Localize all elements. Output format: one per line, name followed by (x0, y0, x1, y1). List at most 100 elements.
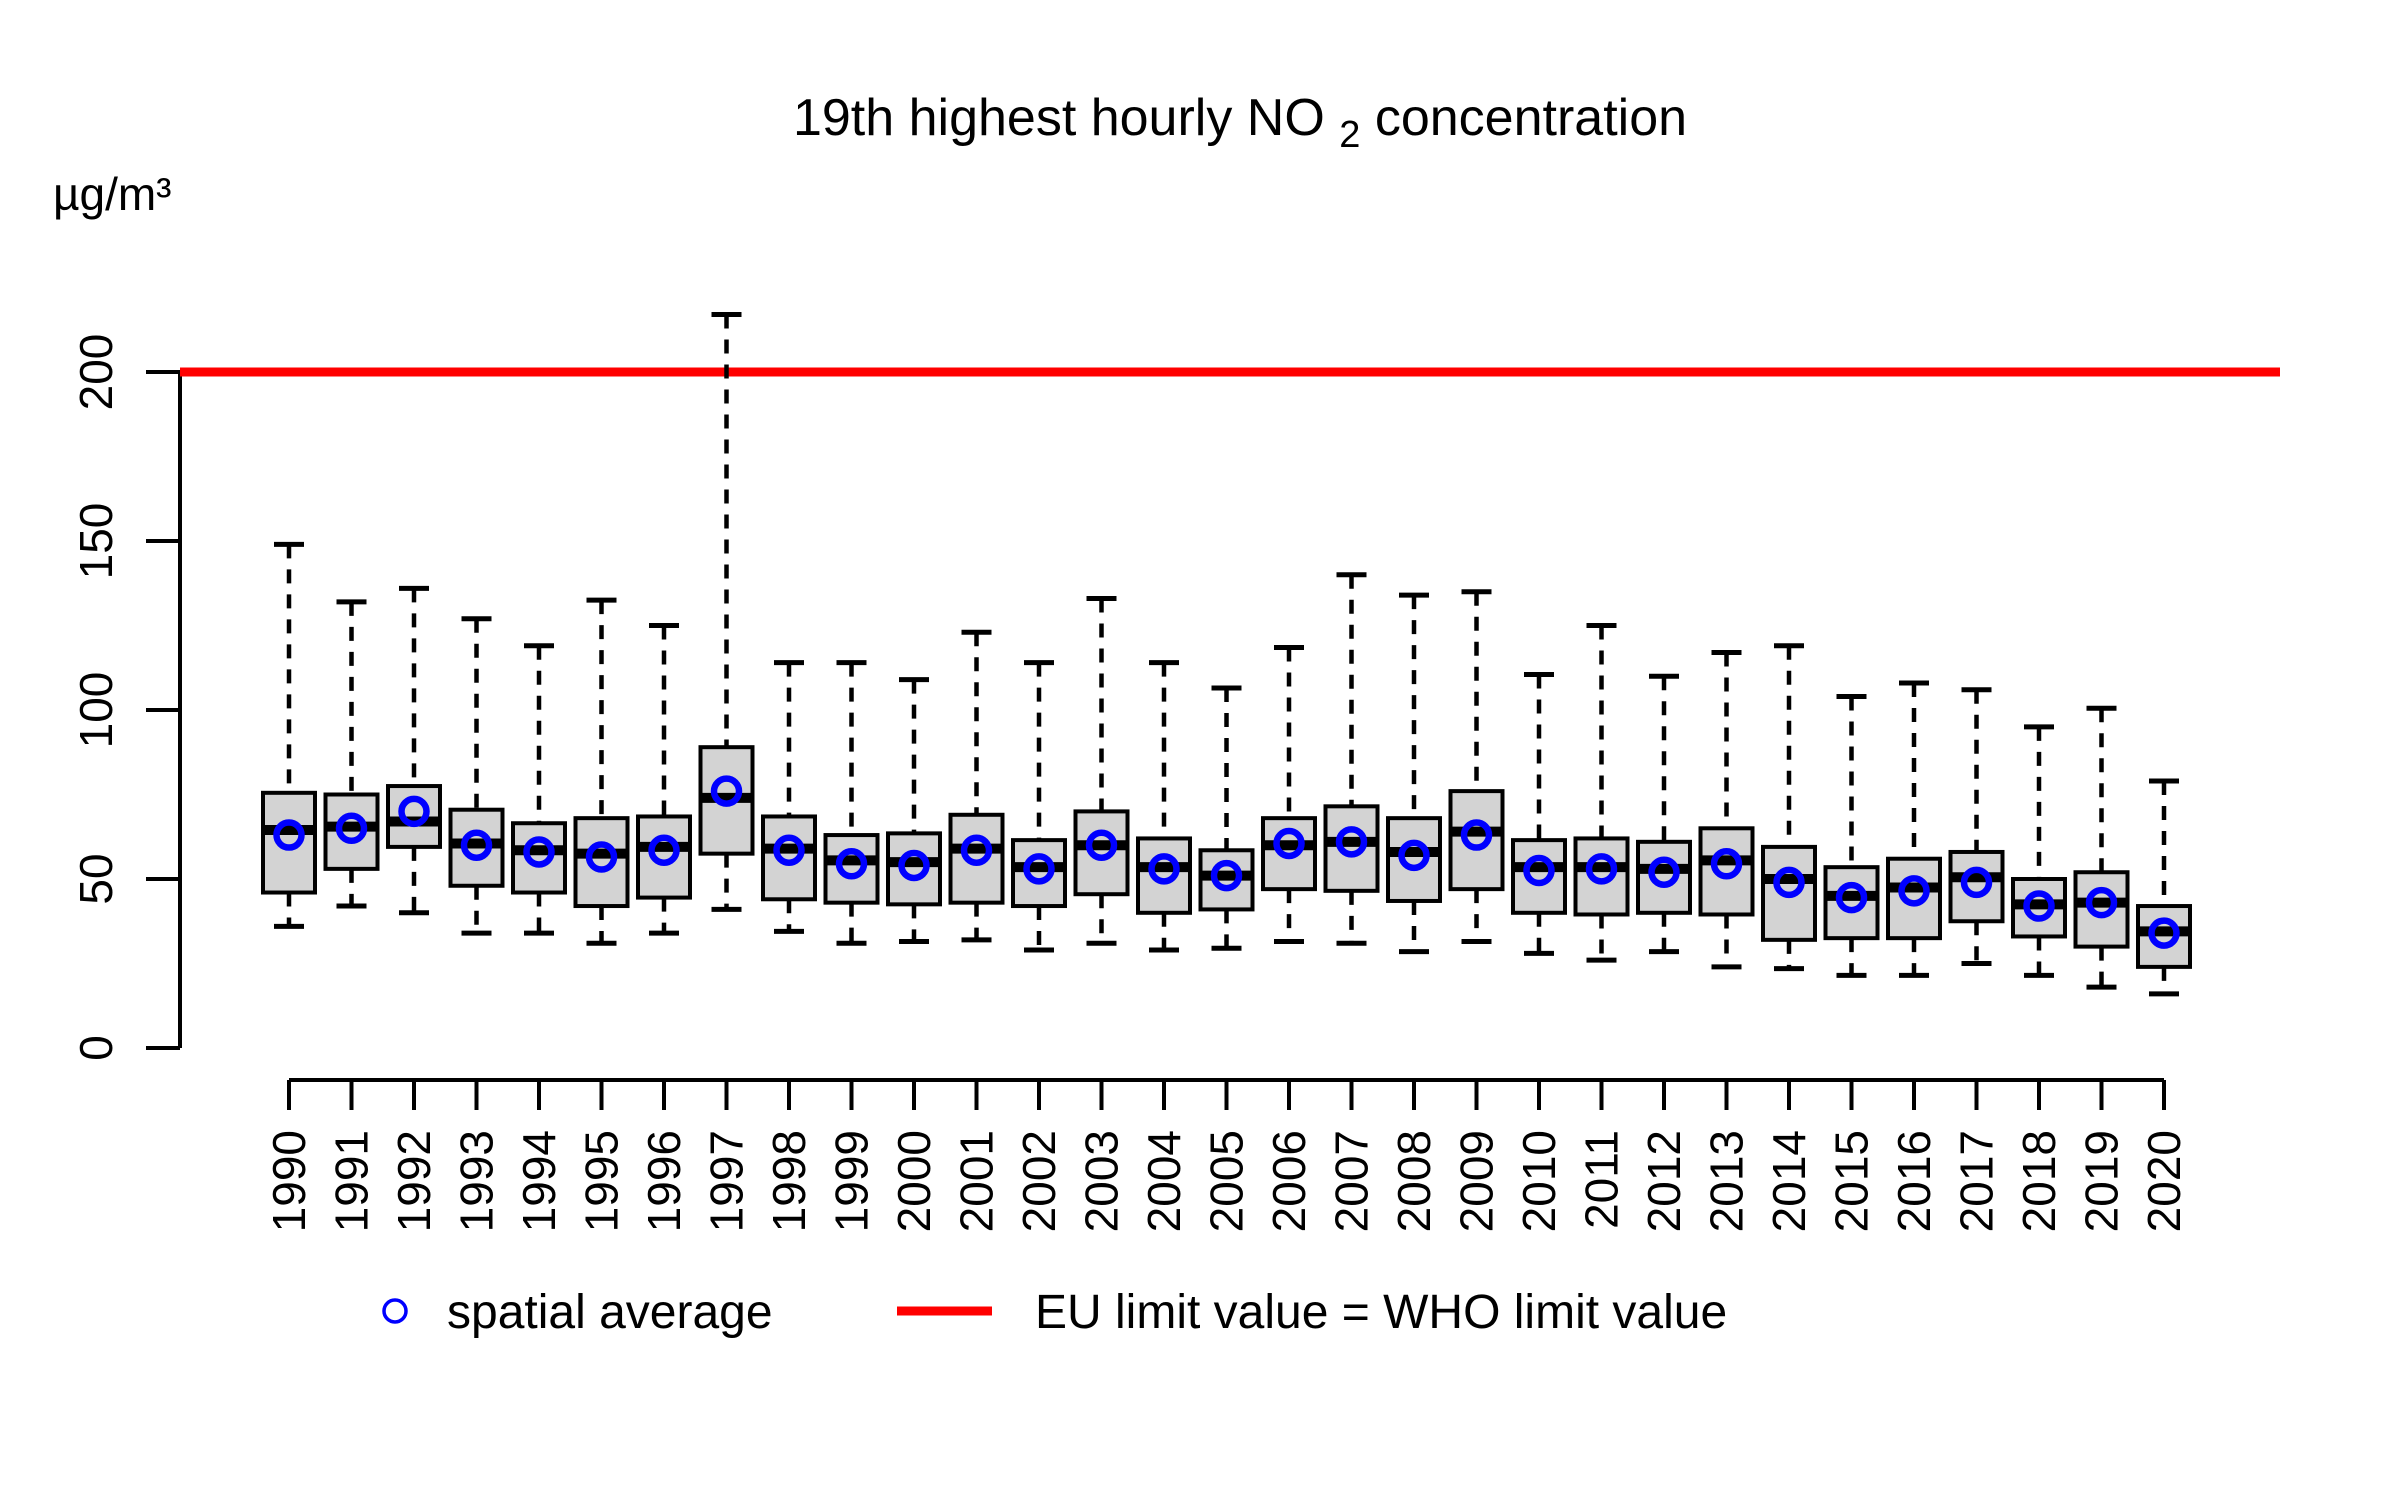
spatial-average-marker-2013 (1710, 848, 1743, 880)
y-tick-label-100: 100 (70, 672, 122, 749)
box-2002 (1011, 838, 1067, 909)
box-1995 (573, 816, 630, 909)
x-tick-label-2018: 2018 (2013, 1130, 2065, 1232)
box-2019 (2073, 870, 2130, 949)
y-axis-unit-label: µg/m³ (53, 168, 172, 220)
x-tick-label-1998: 1998 (763, 1130, 815, 1232)
box-2001 (948, 812, 1005, 905)
spatial-average-marker-2010 (1523, 854, 1555, 887)
spatial-average-marker-1998 (773, 834, 805, 867)
x-tick-label-2010: 2010 (1513, 1130, 1565, 1232)
spatial-average-marker-1996 (648, 834, 680, 867)
x-tick-label-2017: 2017 (1951, 1130, 2003, 1232)
x-tick-label-2014: 2014 (1763, 1130, 1815, 1232)
spatial-average-marker-2006 (1273, 827, 1305, 860)
spatial-average-marker-2008 (1398, 839, 1430, 872)
x-tick-label-1992: 1992 (388, 1130, 440, 1232)
x-tick-label-2007: 2007 (1326, 1130, 1378, 1232)
spatial-average-marker-2007 (1335, 826, 1368, 858)
spatial-average-marker-2011 (1585, 853, 1618, 885)
spatial-average-marker-1994 (523, 836, 555, 868)
x-tick-label-2000: 2000 (888, 1130, 940, 1232)
box-2009 (1448, 789, 1505, 892)
chart-title-prefix: 19th highest hourly NO (793, 89, 1325, 147)
legend: spatial average EU limit value = WHO lim… (382, 1286, 1727, 1339)
x-tick-label-2009: 2009 (1451, 1130, 1503, 1232)
spatial-average-marker-1999 (835, 848, 868, 880)
box-2020 (2136, 904, 2192, 969)
box-1994 (511, 821, 567, 895)
x-tick-label-1996: 1996 (638, 1130, 690, 1232)
legend-spatial-average-icon (382, 1298, 408, 1324)
x-tick-label-2006: 2006 (1263, 1130, 1315, 1232)
box-2003 (1073, 809, 1130, 897)
x-tick-label-1991: 1991 (326, 1130, 378, 1232)
plot-area: 0 50 100 150 200 1990 1991 1992 1993 1994 1995 1996… (70, 312, 2280, 1232)
spatial-average-marker-2014 (1773, 866, 1805, 899)
legend-spatial-average-label: spatial average (447, 1286, 773, 1339)
box-2008 (1386, 816, 1442, 903)
x-tick-label-2013: 2013 (1701, 1130, 1753, 1232)
box-1999 (823, 833, 880, 905)
x-tick-label-2004: 2004 (1138, 1130, 1190, 1232)
box-2017 (1948, 849, 2005, 924)
box-2000 (886, 831, 942, 907)
x-tick-label-2016: 2016 (1888, 1130, 1940, 1232)
spatial-average-marker-2003 (1085, 829, 1118, 861)
x-tick-label-2019: 2019 (2076, 1130, 2128, 1232)
box-2011 (1573, 836, 1630, 917)
spatial-average-marker-1995 (585, 841, 618, 873)
box-1996 (636, 814, 692, 900)
spatial-average-marker-2000 (898, 849, 930, 882)
chart-title-suffix: concentration (1375, 89, 1687, 147)
spatial-average-marker-2016 (1898, 875, 1930, 907)
spatial-average-marker-1990 (273, 819, 305, 851)
x-tick-label-1997: 1997 (701, 1130, 753, 1232)
x-tick-label-2001: 2001 (951, 1130, 1003, 1232)
chart-title: 19th highest hourly NO 2 concentration (793, 89, 1687, 159)
box-1991 (323, 792, 380, 871)
x-tick-label-2011: 2011 (1576, 1130, 1628, 1229)
box-2010 (1511, 838, 1567, 915)
spatial-average-marker-1993 (460, 829, 493, 861)
spatial-average-marker-2019 (2085, 886, 2118, 919)
x-tick-label-1990: 1990 (263, 1130, 315, 1232)
box-2004 (1136, 836, 1192, 915)
box-2007 (1323, 804, 1380, 893)
x-tick-label-2008: 2008 (1388, 1130, 1440, 1232)
x-tick-label-1993: 1993 (451, 1130, 503, 1232)
legend-limit-line-label: EU limit value = WHO limit value (1035, 1286, 1727, 1339)
box-2016 (1886, 856, 1942, 941)
chart-title-subscript: 2 (1339, 114, 1360, 156)
box-2013 (1698, 826, 1755, 917)
spatial-average-marker-2005 (1210, 859, 1243, 892)
spatial-average-marker-2009 (1460, 819, 1493, 851)
spatial-average-marker-2001 (960, 834, 993, 867)
spatial-average-marker-2018 (2023, 890, 2055, 922)
spatial-average-marker-2002 (1023, 853, 1055, 885)
spatial-average-marker-1997 (710, 775, 743, 807)
y-tick-label-200: 200 (70, 334, 122, 411)
spatial-average-marker-2004 (1148, 853, 1180, 885)
box-1998 (761, 814, 817, 902)
box-1992 (386, 784, 442, 849)
x-tick-label-2005: 2005 (1201, 1130, 1253, 1232)
spatial-average-marker-1991 (335, 812, 368, 845)
box-2014 (1761, 844, 1817, 942)
x-tick-label-1999: 1999 (826, 1130, 878, 1232)
x-tick-label-2012: 2012 (1638, 1130, 1690, 1232)
x-tick-label-2015: 2015 (1826, 1130, 1878, 1232)
y-tick-label-0: 0 (70, 1035, 122, 1061)
x-tick-label-2020: 2020 (2138, 1130, 2190, 1232)
box-2015 (1823, 865, 1880, 941)
y-tick-label-150: 150 (70, 503, 122, 580)
x-tick-label-1995: 1995 (576, 1130, 628, 1232)
spatial-average-marker-2017 (1960, 866, 1993, 899)
spatial-average-marker-2012 (1648, 856, 1680, 888)
x-tick-label-2003: 2003 (1076, 1130, 1128, 1232)
x-tick-label-2002: 2002 (1013, 1130, 1065, 1232)
spatial-average-marker-2015 (1835, 881, 1868, 914)
spatial-average-marker-2020 (2148, 917, 2180, 949)
box-2012 (1636, 839, 1692, 915)
